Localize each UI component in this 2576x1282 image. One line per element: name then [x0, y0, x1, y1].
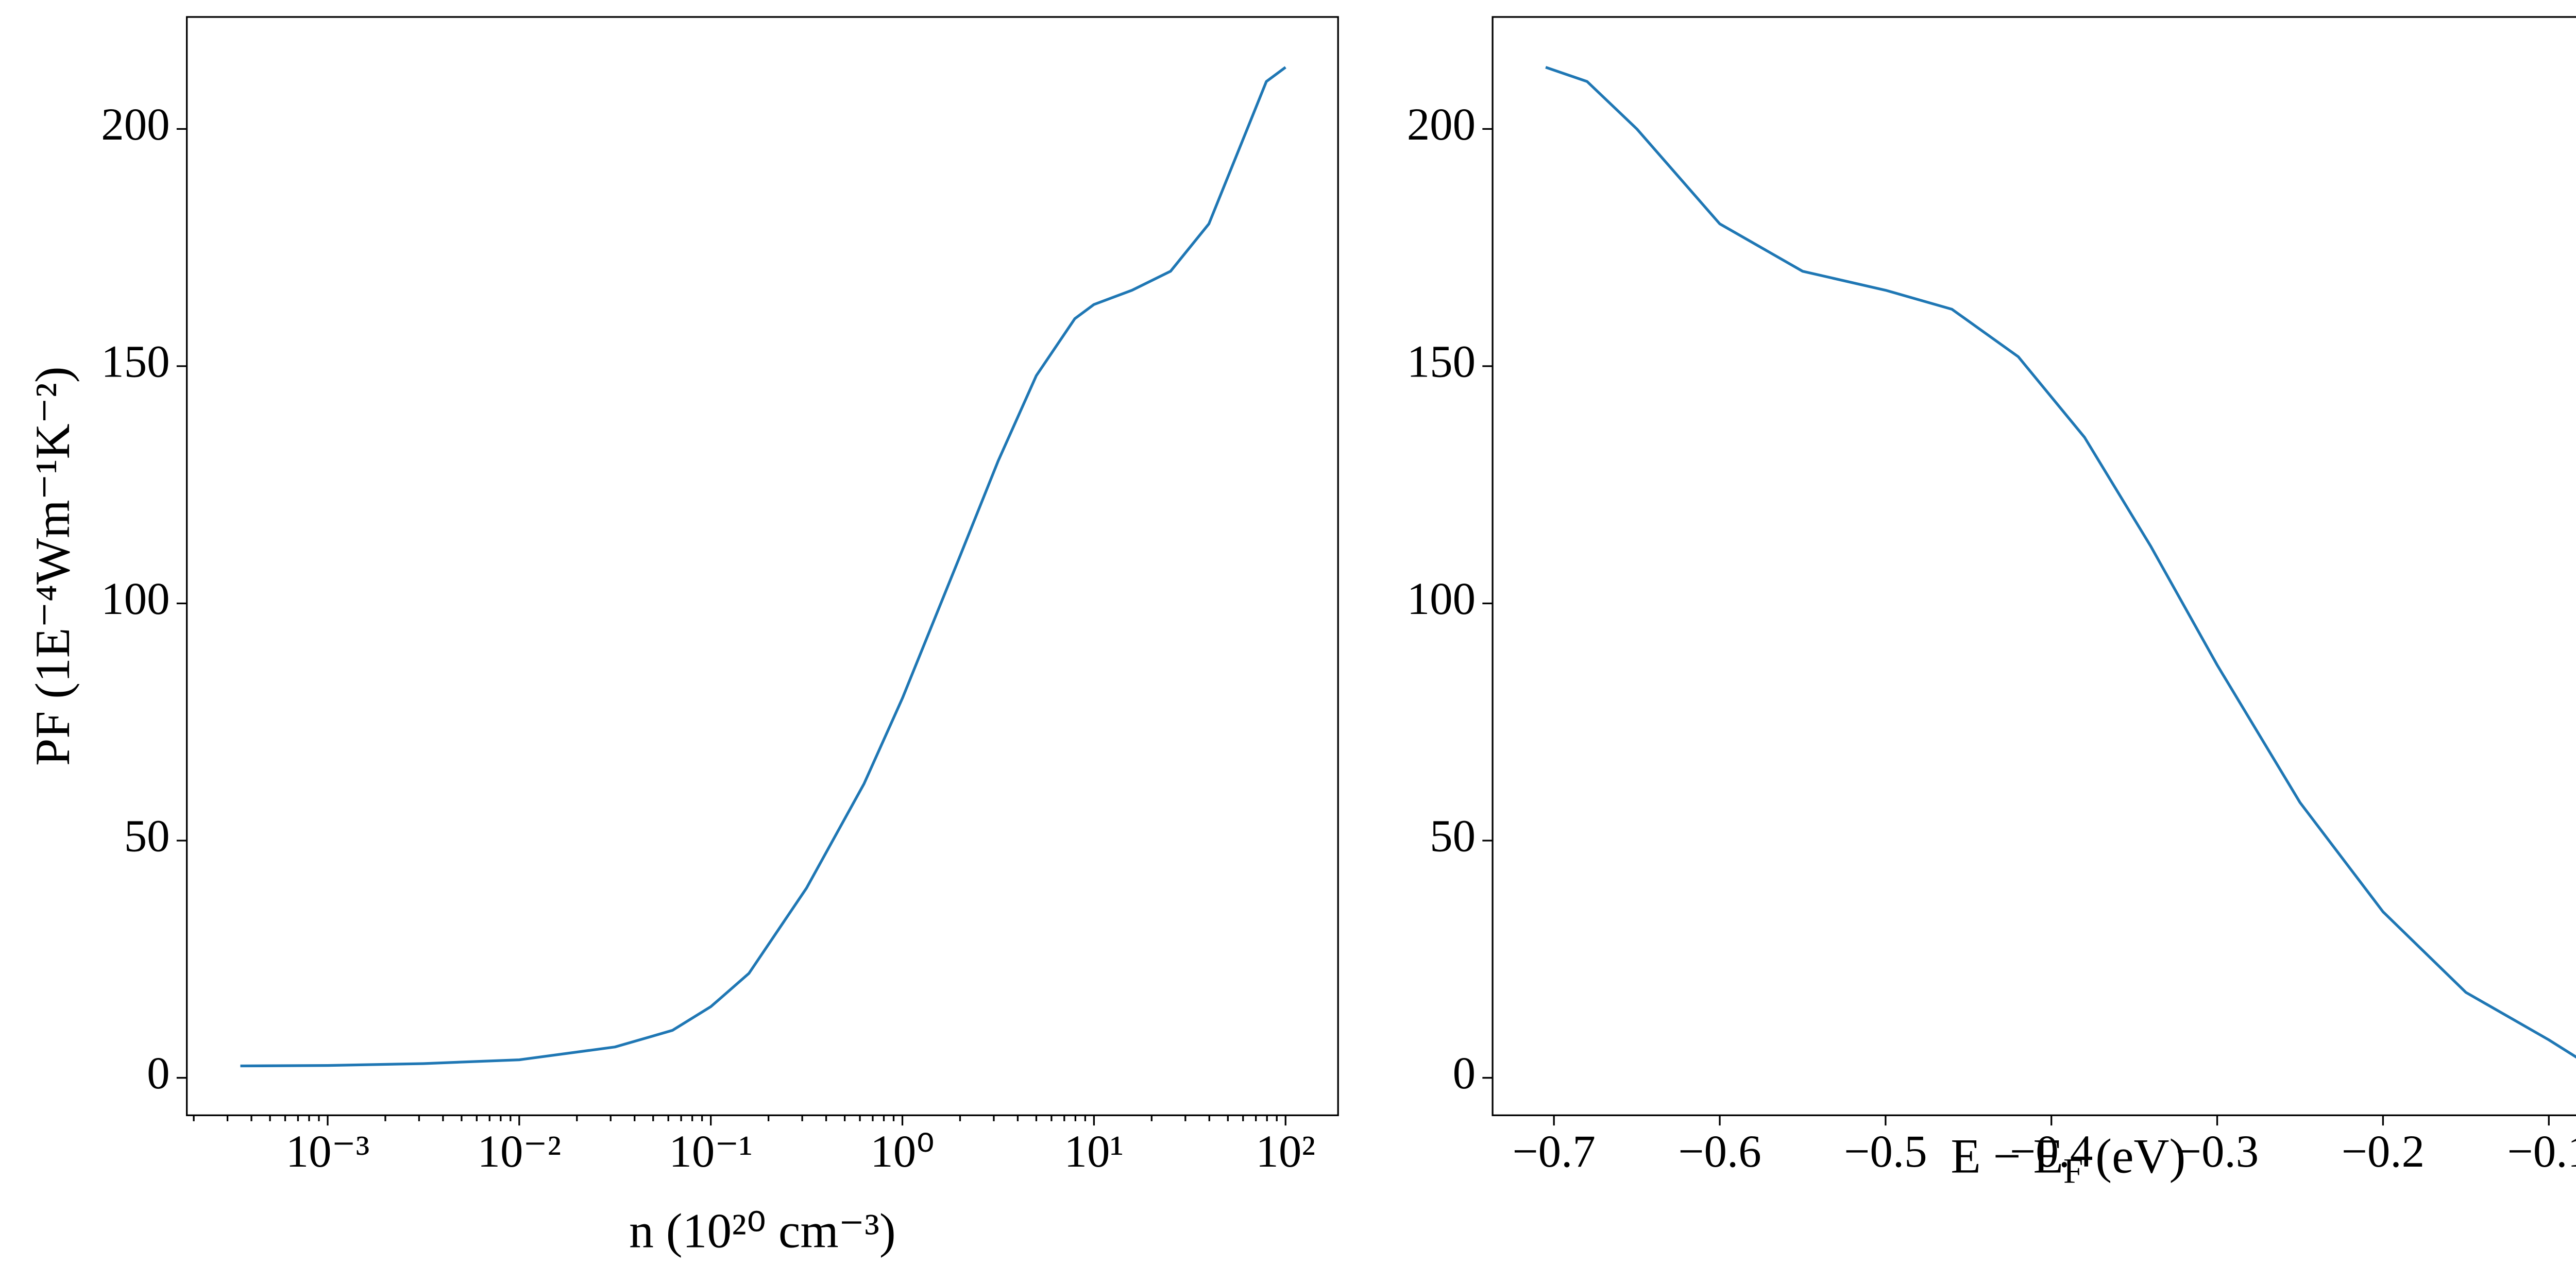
x-tick-label: 10⁰ [870, 1126, 935, 1177]
x-tick-label: 10¹ [1064, 1126, 1124, 1177]
x-tick-label: −0.4 [2010, 1126, 2093, 1177]
x-tick-label: −0.3 [2176, 1126, 2259, 1177]
y-tick-label: 0 [1453, 1048, 1476, 1099]
y-tick-label: 100 [101, 574, 170, 624]
y-tick-label: 50 [1430, 811, 1476, 861]
x-tick-label: −0.2 [2342, 1126, 2425, 1177]
x-tick-label: −0.5 [1844, 1126, 1927, 1177]
y-tick-label: 150 [1407, 336, 1476, 387]
y-tick-label: 200 [101, 99, 170, 150]
data-line [240, 66, 1286, 1068]
x-tick-label: −0.6 [1678, 1126, 1761, 1177]
x-tick-label: −0.1 [2507, 1126, 2576, 1177]
y-tick-label: 100 [1407, 574, 1476, 624]
x-tick-label: 10⁻¹ [669, 1126, 753, 1177]
y-tick-label: 50 [124, 811, 170, 861]
y-tick-label: 200 [1407, 99, 1476, 150]
x-tick-label: 10⁻³ [286, 1126, 370, 1177]
x-axis-label: n (10²⁰ cm⁻³) [629, 1203, 896, 1258]
data-line [1545, 66, 2576, 1059]
x-tick-label: −0.7 [1512, 1126, 1595, 1177]
x-tick-label: 10² [1256, 1126, 1315, 1177]
y-tick-label: 0 [147, 1048, 170, 1099]
plot-frame [1492, 16, 2576, 1116]
x-tick-label: 10⁻² [478, 1126, 562, 1177]
plot-frame [185, 16, 1339, 1116]
x-axis-label: E − EF (eV) [1951, 1129, 2185, 1190]
y-axis-label: PF (1E⁻⁴Wm⁻¹K⁻²) [25, 366, 80, 765]
y-tick-label: 150 [101, 336, 170, 387]
